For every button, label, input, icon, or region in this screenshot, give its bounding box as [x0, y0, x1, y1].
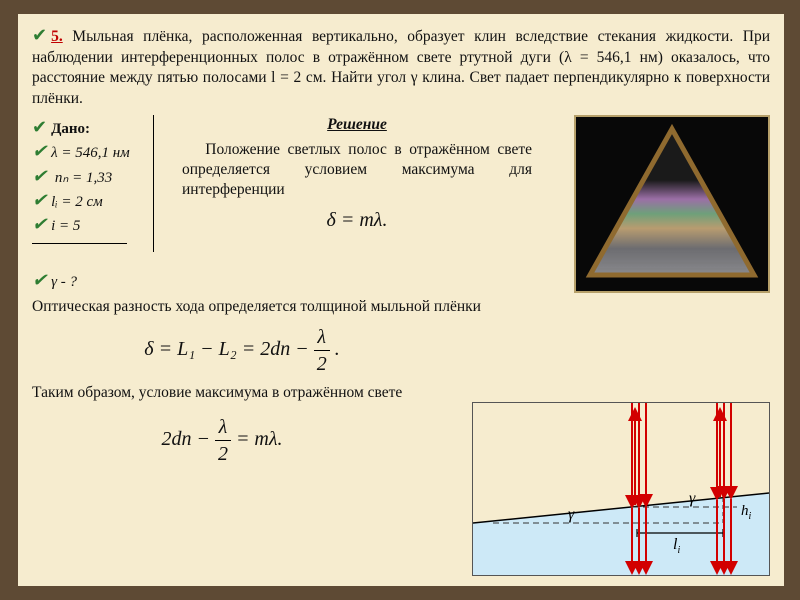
given-title: Дано: [51, 121, 90, 137]
solution-para-2: Оптическая разность хода определяется то… [32, 298, 481, 315]
check-icon: ✔ [32, 166, 47, 186]
gamma-label-1: γ [568, 506, 575, 523]
solution-para-1: Положение светлых полос в отражённом све… [182, 140, 532, 201]
solution-para-3-wrap: Таким образом, условие максимума в отраж… [32, 383, 452, 403]
given-line-2: nₙ = 1,33 [51, 170, 112, 186]
solution-para-2-wrap: Оптическая разность хода определяется то… [32, 297, 514, 317]
check-icon: ✔ [32, 25, 47, 45]
given-line-4: i = 5 [51, 218, 80, 234]
given-line-3: lᵢ = 2 см [51, 194, 103, 210]
solution-para-3: Таким образом, условие максимума в отраж… [32, 384, 402, 401]
check-icon: ✔ [32, 190, 47, 210]
check-icon: ✔ [32, 214, 47, 234]
check-icon: ✔ [32, 270, 47, 290]
given-block: ✔Дано: ✔λ = 546,1 нм ✔ nₙ = 1,33 ✔lᵢ = 2… [32, 115, 154, 292]
check-icon: ✔ [32, 141, 47, 161]
problem-text: Мыльная плёнка, расположенная вертикальн… [32, 28, 770, 107]
slide: ✔5. Мыльная плёнка, расположенная вертик… [0, 0, 800, 600]
slide-inner: ✔5. Мыльная плёнка, расположенная вертик… [18, 14, 784, 586]
row-given-solution-photo: ✔Дано: ✔λ = 546,1 нм ✔ nₙ = 1,33 ✔lᵢ = 2… [32, 115, 770, 295]
solution-block: Решение Положение светлых полос в отражё… [182, 115, 532, 239]
problem-number: 5. [51, 28, 63, 45]
wedge-diagram: γ γ hi li [472, 402, 770, 576]
solution-heading: Решение [182, 115, 532, 135]
photo-soap-film [574, 115, 770, 293]
photo-svg [576, 117, 768, 291]
wedge-svg: γ γ hi li [473, 403, 769, 575]
equation-2: δ = L₁ − L₂ = 2dn − λ 2 . [144, 338, 339, 360]
equation-3: 2dn − λ 2 = mλ. [161, 428, 282, 450]
check-icon: ✔ [32, 117, 47, 137]
given-find: γ - ? [51, 274, 77, 290]
problem-statement: ✔5. Мыльная плёнка, расположенная вертик… [32, 24, 770, 109]
gamma-label-2: γ [689, 490, 696, 507]
equation-1: δ = mλ. [327, 209, 388, 231]
given-line-1: λ = 546,1 нм [51, 145, 130, 161]
